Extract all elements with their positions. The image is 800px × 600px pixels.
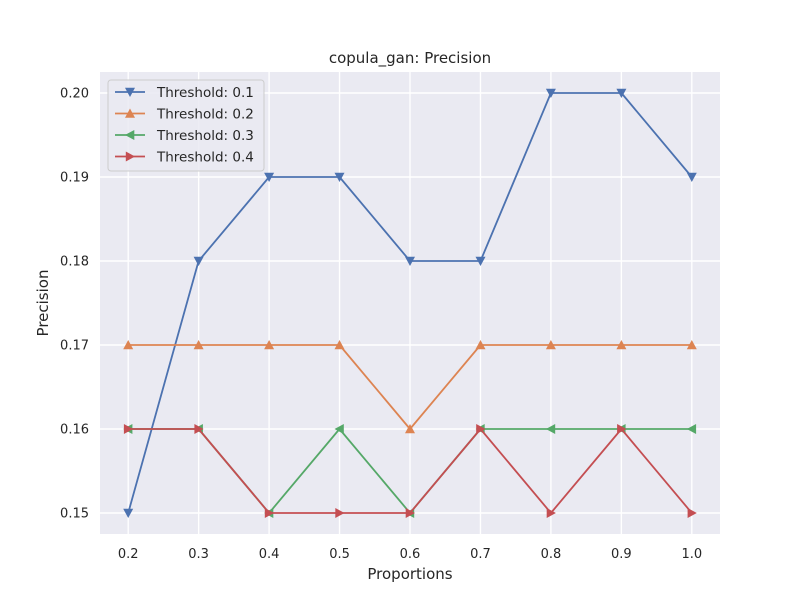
data-point: [545, 340, 556, 350]
data-point: [335, 508, 345, 518]
data-point: [475, 256, 486, 266]
data-point: [686, 424, 697, 434]
data-point: [123, 340, 134, 350]
legend-item-threshold-0-4: Threshold: 0.4: [115, 150, 254, 166]
data-point: [405, 424, 415, 434]
x-tick-label: 0.8: [541, 547, 562, 562]
x-tick-label: 0.7: [470, 547, 491, 562]
x-tick-label: 0.2: [118, 547, 139, 562]
y-tick-label: 0.18: [60, 255, 89, 270]
data-point: [264, 508, 275, 518]
legend-marker: [125, 108, 135, 118]
legend-label: Threshold: 0.2: [156, 107, 254, 123]
y-tick-label: 0.19: [60, 171, 89, 186]
series-threshold-0-2: [123, 340, 697, 434]
tick-labels: 0.2 0.3 0.4 0.5 0.6 0.7 0.8 0.9 1.0 0.15 0.16 0.17 0…: [60, 87, 702, 563]
data-point: [264, 340, 275, 350]
data-point: [334, 424, 344, 434]
data-point: [686, 172, 697, 182]
x-tick-label: 0.4: [259, 547, 280, 562]
y-tick-label: 0.16: [60, 423, 89, 438]
data-point: [545, 424, 556, 434]
legend: Threshold: 0.1 Threshold: 0.2 Threshold: 0…: [107, 79, 265, 172]
data-point: [476, 424, 486, 434]
data-point: [546, 508, 556, 518]
data-point: [617, 424, 627, 434]
data-point: [264, 172, 275, 182]
legend-marker: [125, 151, 135, 162]
legend-label: Threshold: 0.4: [156, 150, 254, 166]
data-point: [616, 340, 627, 350]
series-threshold-0-4: [123, 424, 697, 518]
y-axis-label: Precision: [34, 270, 52, 337]
data-point: [334, 340, 345, 350]
x-tick-label: 0.9: [611, 547, 632, 562]
legend-marker: [125, 87, 135, 97]
data-point: [123, 508, 134, 518]
data-point: [193, 256, 204, 266]
x-tick-label: 0.3: [188, 547, 209, 562]
data-point: [545, 88, 556, 98]
x-tick-label: 1.0: [681, 547, 702, 562]
legend-label: Threshold: 0.1: [156, 85, 254, 101]
x-tick-label: 0.6: [400, 547, 421, 562]
data-point: [334, 172, 345, 182]
y-tick-label: 0.17: [60, 339, 89, 354]
legend-item-threshold-0-1: Threshold: 0.1: [115, 85, 254, 101]
y-tick-label: 0.20: [60, 87, 89, 102]
y-tick-label: 0.15: [60, 507, 89, 522]
legend-marker: [125, 130, 135, 140]
data-point: [475, 340, 486, 350]
series-layer: [123, 88, 697, 518]
legend-item-threshold-0-2: Threshold: 0.2: [115, 107, 254, 123]
data-point: [686, 340, 697, 350]
chart-title: copula_gan: Precision: [329, 49, 491, 68]
data-point: [405, 256, 415, 266]
legend-label: Threshold: 0.3: [156, 128, 254, 144]
series-threshold-0-1: [123, 88, 697, 518]
legend-box: [107, 79, 265, 172]
data-point: [123, 424, 134, 434]
legend-item-threshold-0-3: Threshold: 0.3: [115, 128, 254, 144]
x-tick-label: 0.5: [329, 547, 350, 562]
data-point: [616, 88, 627, 98]
data-point: [687, 508, 697, 518]
data-point: [193, 340, 204, 350]
x-axis-label: Proportions: [367, 565, 452, 583]
data-point: [405, 508, 415, 518]
data-point: [194, 424, 204, 434]
